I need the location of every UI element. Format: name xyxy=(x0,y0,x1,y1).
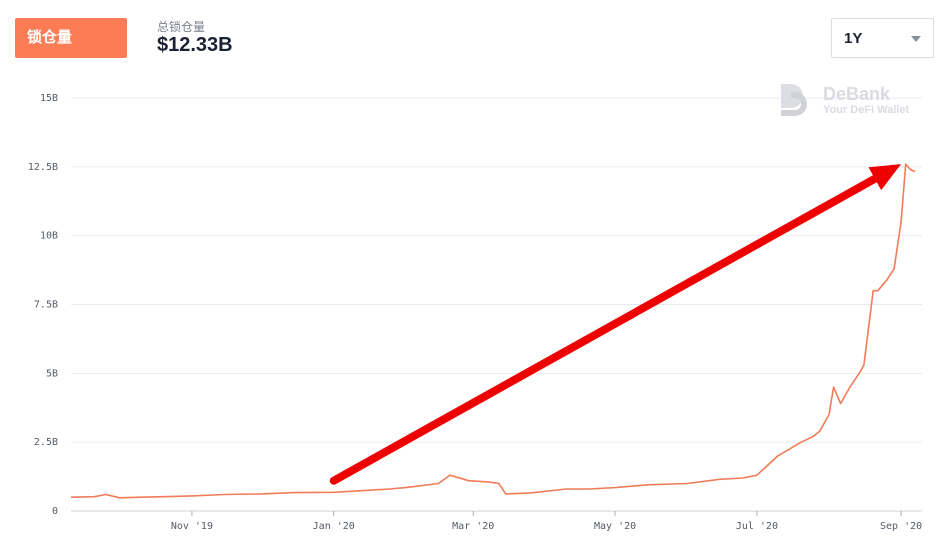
total-value-locked-value: $12.33B xyxy=(157,34,233,56)
trend-arrow-shaft xyxy=(329,174,879,485)
x-tick-label: Nov '19 xyxy=(171,521,213,532)
debank-watermark: DeBank Your DeFi Wallet xyxy=(781,84,910,116)
x-tick-label: May '20 xyxy=(594,521,636,532)
trend-arrow-head xyxy=(868,164,902,191)
period-select[interactable]: 1Y xyxy=(831,18,934,58)
x-tick-label: Mar '20 xyxy=(452,521,494,532)
x-tick-label: Jul '20 xyxy=(736,521,778,532)
y-tick-label: 7.5B xyxy=(34,300,58,311)
y-tick-label: 5B xyxy=(46,368,58,379)
watermark-tagline: Your DeFi Wallet xyxy=(823,104,910,116)
y-tick-label: 15B xyxy=(40,93,58,104)
debank-logo-icon xyxy=(781,84,807,116)
trend-arrow xyxy=(329,164,902,485)
chevron-down-icon xyxy=(911,36,921,42)
y-tick-label: 0 xyxy=(52,506,58,517)
y-tick-label: 12.5B xyxy=(28,162,58,173)
series-line xyxy=(70,163,916,499)
y-axis: 0 2.5B 5B 7.5B 10B 12.5B 15B xyxy=(28,93,58,517)
watermark-brand: DeBank xyxy=(823,84,891,104)
x-tick-label: Jan '20 xyxy=(313,521,355,532)
period-select-value: 1Y xyxy=(844,30,863,47)
tvl-tab[interactable]: 锁仓量 xyxy=(15,18,127,58)
total-value-locked-label: 总锁仓量 xyxy=(157,20,206,34)
x-tick-label: Sep '20 xyxy=(880,521,922,532)
grid-lines xyxy=(71,97,922,512)
y-tick-label: 2.5B xyxy=(34,437,58,448)
x-axis: Nov '19 Jan '20 Mar '20 May '20 Jul '20 Sep '… xyxy=(71,510,922,532)
y-tick-label: 10B xyxy=(40,231,58,242)
